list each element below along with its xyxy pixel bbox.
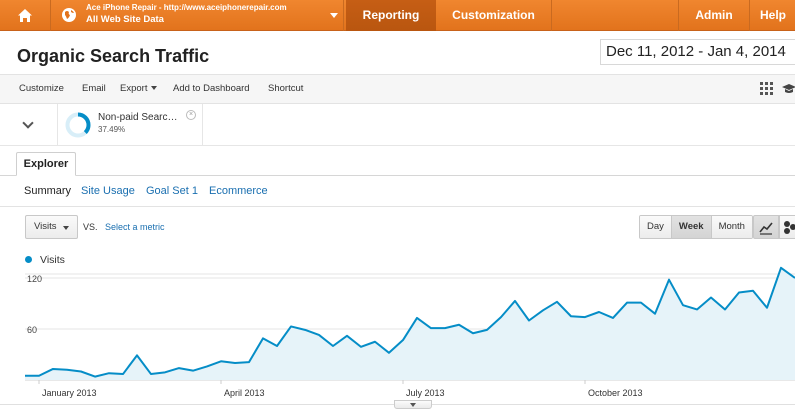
bubble-chart-icon [784, 221, 795, 234]
metric-select[interactable]: Visits [25, 215, 78, 239]
metric-select-label: Visits [34, 221, 57, 232]
tab-explorer[interactable]: Explorer [16, 152, 76, 176]
x-tick-label: October 2013 [588, 388, 643, 398]
segment-name: Non-paid Searc… [98, 112, 178, 123]
y-tick-label: 60 [27, 325, 37, 335]
segment-percent: 37.49% [98, 125, 126, 134]
segment-toggle[interactable] [0, 104, 58, 146]
chevron-down-icon [63, 226, 69, 230]
period-selector: Day Week Month [639, 215, 753, 239]
vs-label: VS. [83, 222, 98, 232]
subtab-summary[interactable]: Summary [24, 185, 72, 197]
home-icon [18, 9, 32, 22]
customize-button[interactable]: Customize [19, 83, 64, 94]
report-toolbar: Customize Email Export Add to Dashboard … [0, 74, 795, 104]
tab-divider [0, 175, 795, 176]
legend-swatch [25, 256, 32, 263]
date-range-picker[interactable]: Dec 11, 2012 - Jan 4, 2014 [600, 39, 795, 65]
segment-bar: Non-paid Searc… 37.49% × [0, 104, 795, 146]
chevron-down-icon [151, 86, 158, 91]
graduation-cap-icon[interactable] [782, 82, 795, 96]
y-tick-label: 120 [27, 274, 42, 284]
line-chart-button[interactable] [753, 215, 779, 239]
series-area [25, 267, 795, 380]
account-view: All Web Site Data [86, 14, 164, 25]
grid-view-icon[interactable] [760, 82, 774, 96]
period-month-button[interactable]: Month [711, 216, 752, 238]
motion-chart-button[interactable] [779, 215, 795, 239]
chevron-down-icon [330, 13, 338, 18]
export-button[interactable]: Export [120, 75, 158, 103]
collapse-chart-handle[interactable] [394, 400, 432, 409]
globe-icon [62, 8, 76, 22]
x-tick-label: January 2013 [42, 388, 97, 398]
period-week-button[interactable]: Week [671, 216, 712, 238]
account-selector[interactable]: Ace iPhone Repair - http://www.aceiphone… [52, 0, 344, 31]
chevron-down-icon [22, 117, 34, 129]
series-line-visits [25, 266, 795, 378]
select-metric-link[interactable]: Select a metric [105, 222, 165, 232]
nav-reporting[interactable]: Reporting [346, 0, 436, 31]
nav-help[interactable]: Help [760, 8, 787, 22]
add-to-dashboard-button[interactable]: Add to Dashboard [173, 83, 250, 94]
visits-chart[interactable]: 120 60 January 2013 April 2013 July 2013 Octo… [0, 266, 795, 404]
x-tick-label: April 2013 [224, 388, 265, 398]
line-chart-icon [759, 222, 773, 235]
home-button[interactable] [0, 0, 51, 31]
subtab-goal-set-1[interactable]: Goal Set 1 [146, 185, 198, 197]
nav-admin[interactable]: Admin [678, 0, 750, 31]
period-day-button[interactable]: Day [640, 216, 672, 238]
account-url: Ace iPhone Repair - http://www.aceiphone… [86, 3, 287, 12]
subtab-site-usage[interactable]: Site Usage [81, 185, 135, 197]
nav-customization[interactable]: Customization [436, 0, 552, 31]
subtab-ecommerce[interactable]: Ecommerce [209, 185, 268, 197]
top-nav-bar: Ace iPhone Repair - http://www.aceiphone… [0, 0, 795, 31]
subtab-divider [0, 206, 795, 207]
segment-donut-icon [65, 112, 91, 138]
shortcut-button[interactable]: Shortcut [268, 83, 304, 94]
export-label: Export [120, 83, 148, 94]
legend-label: Visits [40, 254, 65, 266]
page-title: Organic Search Traffic [17, 46, 210, 66]
x-tick-label: July 2013 [406, 388, 445, 398]
email-button[interactable]: Email [82, 83, 106, 94]
segment-card[interactable]: Non-paid Searc… 37.49% × [58, 104, 203, 146]
close-icon[interactable]: × [186, 110, 196, 120]
